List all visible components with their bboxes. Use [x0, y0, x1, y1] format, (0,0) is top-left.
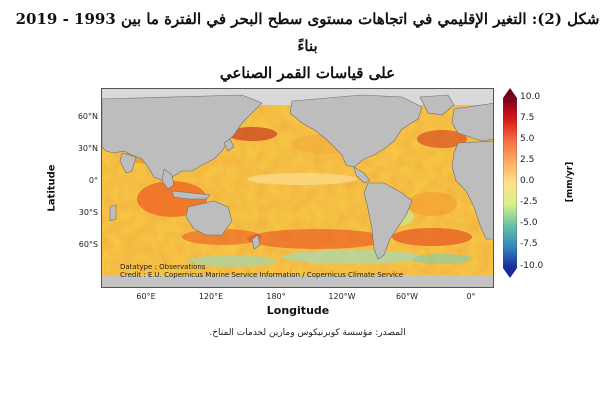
y-axis-label: Latitude	[46, 164, 58, 212]
greenland-shape	[419, 94, 455, 116]
x-axis-label: Longitude	[266, 304, 330, 317]
madagascar-shape	[109, 204, 117, 222]
japan-shape	[223, 138, 235, 152]
indonesia-shape	[171, 190, 211, 200]
trend-patches	[127, 127, 472, 267]
cb-tick-10: 10.0	[520, 92, 541, 102]
lat-tick-30s: 30°S	[78, 208, 98, 217]
cb-tick-2-5: 2.5	[520, 155, 535, 165]
lon-tick-180: 180°	[266, 292, 286, 301]
colorbar-gradient	[502, 97, 518, 269]
africa-shape	[451, 140, 493, 240]
south-america-shape	[363, 182, 413, 260]
lon-tick-0: 0°	[466, 292, 476, 301]
lat-tick-30n: 30°N	[77, 144, 98, 153]
colorbar-bottom-arrow	[503, 268, 517, 278]
map-svg	[102, 89, 493, 287]
cb-tick-neg-2-5: -2.5	[520, 197, 538, 207]
india-shape	[119, 152, 137, 174]
north-america-shape	[289, 94, 423, 168]
lon-tick-60w: 60°W	[395, 292, 419, 301]
southeast-asia-shape	[161, 168, 175, 190]
central-america-shape	[353, 166, 371, 184]
credit-note: Credit : E.U. Copernicus Marine Service …	[120, 271, 404, 279]
datatype-note: Datatype : Observations	[120, 263, 206, 271]
lon-tick-60e: 60°E	[136, 292, 156, 301]
cb-tick-neg-5: -5.0	[520, 218, 538, 228]
eurasia-shape	[102, 94, 263, 182]
lat-tick-0: 0°	[88, 176, 98, 185]
sea-level-trend-map	[101, 88, 494, 288]
source-caption: المصدر: مؤسسة كوبرنيكوس ومارين لخدمات ال…	[209, 328, 406, 338]
figure-title-line-2: على قياسات القمر الصناعي	[219, 64, 396, 82]
australia-shape	[185, 200, 233, 236]
new-zealand-shape	[251, 234, 261, 250]
europe-shape	[451, 102, 493, 142]
cb-tick-neg-10: -10.0	[520, 261, 544, 271]
land-masses	[102, 94, 493, 260]
antarctica-shape	[102, 275, 493, 287]
cb-tick-5: 5.0	[520, 134, 535, 144]
cb-tick-neg-7-5: -7.5	[520, 239, 538, 249]
lon-tick-120e: 120°E	[198, 292, 224, 301]
colorbar-unit-label: [mm/yr]	[565, 161, 575, 203]
figure-title-line-1: شكل (2): التغير الإقليمي في اتجاهات مستو…	[15, 10, 600, 55]
cb-tick-7-5: 7.5	[520, 113, 535, 123]
cb-tick-0: 0.0	[520, 176, 535, 186]
lon-tick-120w: 120°W	[328, 292, 356, 301]
lat-tick-60n: 60°N	[77, 112, 98, 121]
colorbar-top-arrow	[503, 88, 517, 98]
figure-title: شكل (2): التغير الإقليمي في اتجاهات مستو…	[12, 6, 603, 87]
lat-tick-60s: 60°S	[78, 240, 98, 249]
colorbar	[502, 88, 518, 278]
colorbar-svg	[502, 88, 518, 278]
